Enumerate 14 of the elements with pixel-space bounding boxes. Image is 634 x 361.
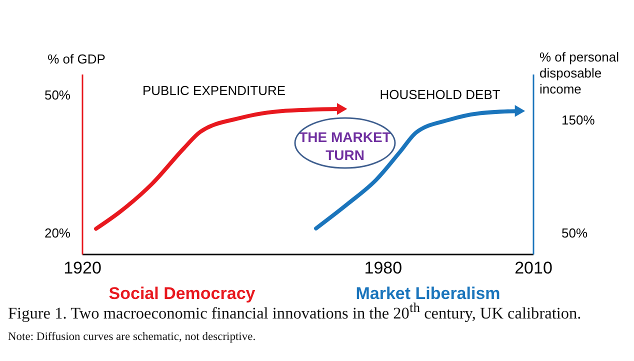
y2-axis-title: % of personal disposable income <box>540 50 620 96</box>
x-tick-label: 1920 <box>64 258 102 278</box>
y-tick-label: 20% <box>44 225 71 240</box>
y-axis-title: % of GDP <box>48 52 106 66</box>
y2-tick-label: 50% <box>562 225 588 240</box>
series-label: PUBLIC EXPENDITURE <box>142 83 286 98</box>
x-tick-label: 1980 <box>364 258 402 278</box>
text: Note: Diffusion curves are schematic, not descriptive. <box>8 331 256 343</box>
y2-tick-label: 150% <box>562 112 596 128</box>
text: Social Democracy <box>108 284 256 303</box>
text: Market Liberalism <box>356 284 500 303</box>
annotation: THE MARKET TURN <box>299 129 392 163</box>
series-label: HOUSEHOLD DEBT <box>380 87 500 102</box>
x-tick-label: 2010 <box>514 258 552 278</box>
